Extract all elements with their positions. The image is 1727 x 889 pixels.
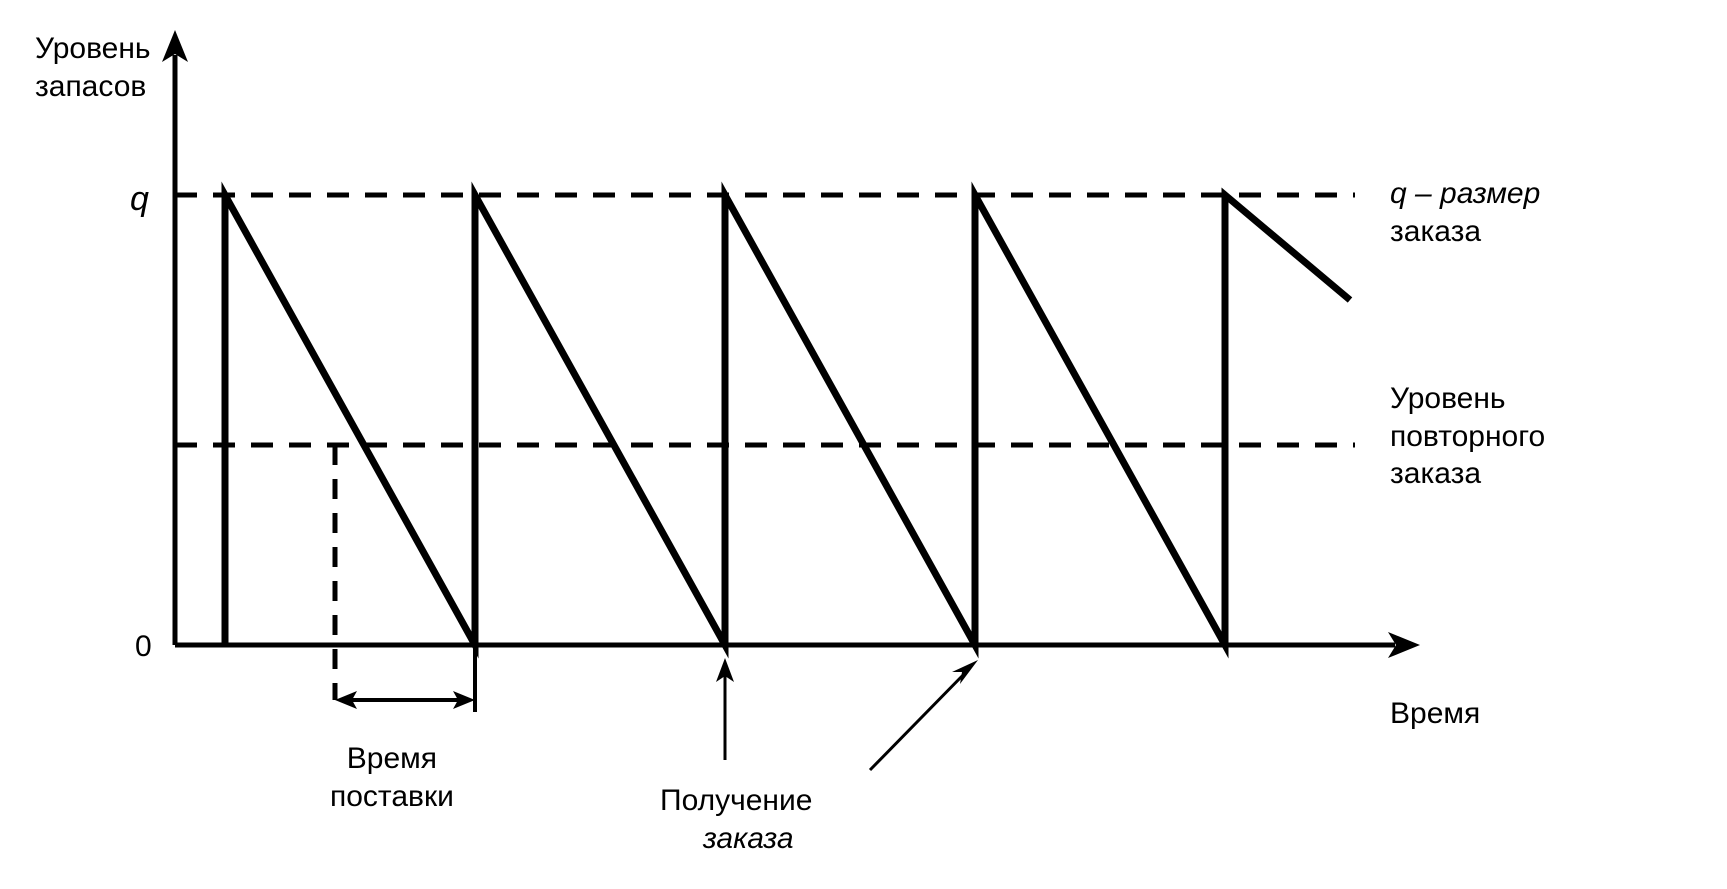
reorder-line3: заказа [1390, 457, 1481, 490]
q-tick-label: q [130, 178, 149, 221]
x-axis-title: Время [1390, 695, 1480, 733]
reorder-line1: Уровень [1390, 382, 1506, 415]
reorder-line2: повторного [1390, 420, 1545, 453]
q-size-line1: q – размер [1390, 177, 1540, 210]
y-axis-title-line2: запасов [35, 70, 146, 103]
leadtime-line2: поставки [330, 780, 454, 813]
receipt-label: Получение заказа [660, 782, 812, 857]
receipt-line1: Получение [660, 784, 812, 817]
zero-tick-label: 0 [135, 628, 152, 666]
q-size-line2: заказа [1390, 215, 1481, 248]
sawtooth-path [225, 195, 1350, 645]
receipt-line2: заказа [679, 822, 794, 855]
inventory-sawtooth-chart: Уровень запасов q 0 Время q – размер зак… [0, 0, 1727, 889]
q-size-label: q – размер заказа [1390, 175, 1540, 250]
leadtime-line1: Время [347, 742, 437, 775]
y-axis-title-line1: Уровень [35, 32, 151, 65]
receipt-diag-arrow-shaft [870, 670, 968, 770]
y-axis-title: Уровень запасов [35, 30, 151, 105]
leadtime-label: Время поставки [330, 740, 454, 815]
reorder-level-label: Уровень повторного заказа [1390, 380, 1545, 493]
